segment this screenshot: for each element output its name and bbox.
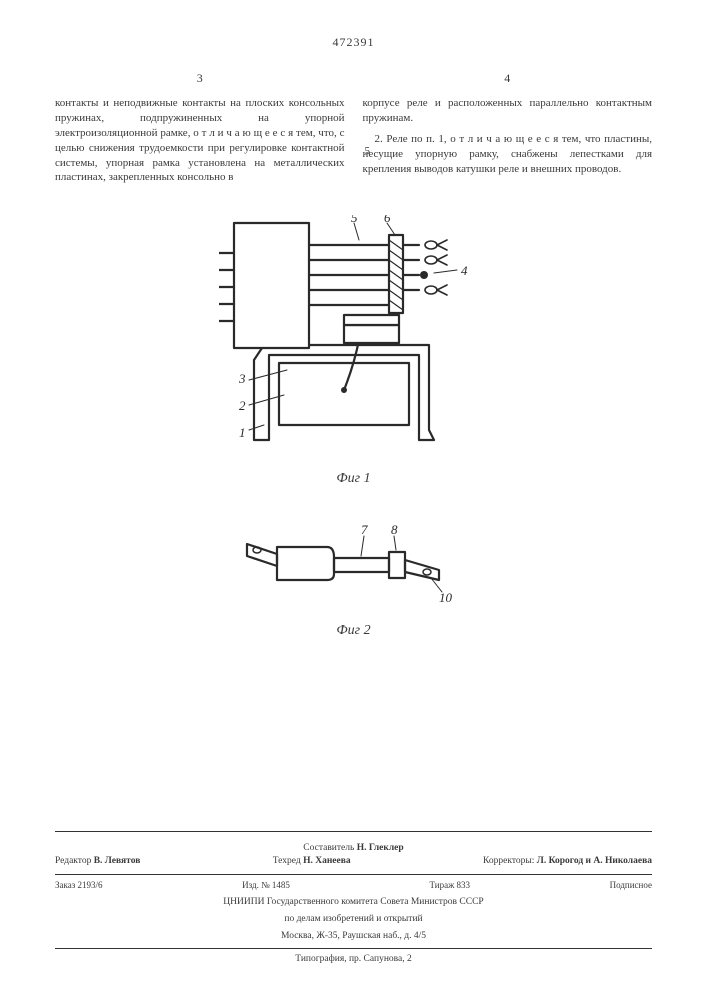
patent-page: 472391 3 контакты и неподвижные контакты… [0,0,707,1000]
right-page-number: 4 [363,70,653,86]
fig1-label-5: 5 [351,215,358,225]
podpisnoe: Подписное [610,879,652,892]
techred-name: Н. Ханеева [303,856,351,866]
tirazh: Тираж 833 [429,879,470,892]
typography-line: Типография, пр. Сапунова, 2 [55,953,652,966]
left-column-text: контакты и неподвижные контакты на плоск… [55,96,345,185]
compiler-name: Н. Глеклер [357,843,404,853]
compiler-label: Составитель [303,843,354,853]
fig1-caption: Фиг 1 [219,471,489,487]
line-ref-5: 5 [353,144,371,159]
fig2-label-8: 8 [391,522,398,537]
figures-block: 5 6 4 3 2 1 Фиг 1 [55,215,652,639]
fig1-label-3: 3 [238,371,246,386]
text-columns: 3 контакты и неподвижные контакты на пло… [55,70,652,185]
footer-block: Составитель Н. Глеклер Редактор В. Левят… [55,831,652,970]
figure-1-svg: 5 6 4 3 2 1 [219,215,489,460]
fig2-label-10: 10 [439,590,453,605]
org-address: Москва, Ж-35, Раушская наб., д. 4/5 [55,930,652,943]
corrector-label: Корректоры: [483,856,534,866]
figure-1: 5 6 4 3 2 1 Фиг 1 [219,215,489,487]
corrector-names: Л. Корогод и А. Николаева [537,856,652,866]
fig2-label-7: 7 [361,522,368,537]
right-column-para-2-text: 2. Реле по п. 1, о т л и ч а ю щ е е с я… [363,133,653,175]
footer-rule-3 [55,948,652,949]
right-column: 4 корпусе реле и расположенных параллель… [363,70,653,185]
fig1-label-2: 2 [239,398,246,413]
org-line-2: по делам изобретений и открытий [55,913,652,926]
right-column-para-2: 5 2. Реле по п. 1, о т л и ч а ю щ е е с… [363,132,653,177]
figure-2-svg: 7 8 10 [239,522,469,612]
org-line-1: ЦНИИПИ Государственного комитета Совета … [55,896,652,909]
footer-rule-1 [55,831,652,832]
footer-rule-2 [55,874,652,875]
izd-number: Изд. № 1485 [242,879,290,892]
patent-number: 472391 [55,35,652,50]
techred-label: Техред [273,856,301,866]
fig1-label-1: 1 [239,425,246,440]
right-column-para-1: корпусе реле и расположенных параллельно… [363,96,653,126]
editor-name: В. Левятов [94,856,141,866]
fig2-caption: Фиг 2 [239,623,469,639]
editor-label: Редактор [55,856,91,866]
footer-credits: Составитель Н. Глеклер Редактор В. Левят… [55,842,652,869]
fig1-label-4: 4 [461,263,468,278]
figure-2: 7 8 10 Фиг 2 [239,522,469,639]
left-column: 3 контакты и неподвижные контакты на пло… [55,70,345,185]
fig1-label-6: 6 [384,215,391,225]
footer-order-row: Заказ 2193/6 Изд. № 1485 Тираж 833 Подпи… [55,879,652,892]
left-page-number: 3 [55,70,345,86]
order-number: Заказ 2193/6 [55,879,103,892]
